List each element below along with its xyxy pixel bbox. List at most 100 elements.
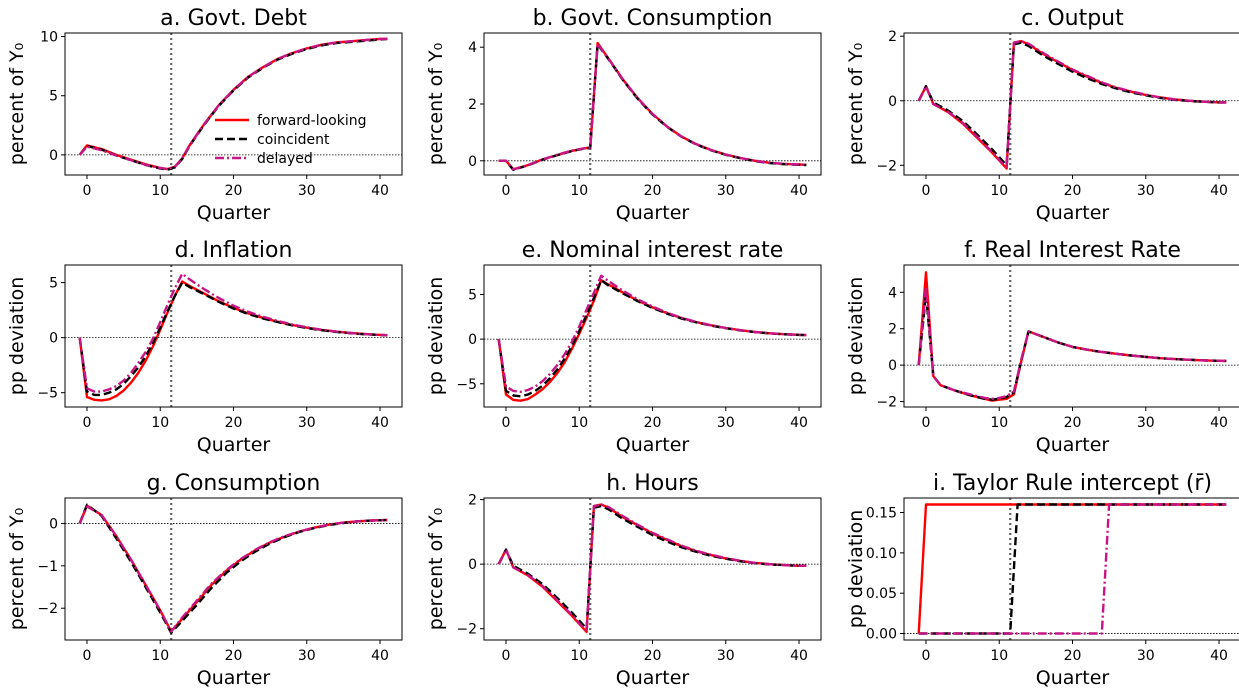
y-tick-label: 2 (888, 29, 897, 45)
x-tick-label: 0 (922, 183, 931, 199)
series-line-forward-looking (917, 39, 1227, 170)
panel-title: g. Consumption (147, 471, 321, 496)
y-axis-label: percent of Y₀ (6, 508, 28, 630)
y-axis-label: pp deviation (845, 510, 867, 628)
series-group (917, 503, 1227, 635)
y-tick-label: 0 (468, 557, 477, 573)
panel-3: 0 10 20 30 40 −2 0 2 c. Output Quarter percent of … (845, 6, 1239, 224)
x-tick-label: 10 (990, 415, 1008, 431)
x-tick-label: 20 (644, 415, 662, 431)
plot-frame (903, 497, 1239, 641)
y-tick-label: −2 (876, 395, 897, 411)
y-tick-label: −5 (37, 386, 58, 402)
y-tick-label: 2 (468, 97, 477, 113)
series-line-forward-looking (917, 503, 1227, 634)
panel-title: b. Govt. Consumption (533, 6, 773, 31)
y-tick-label: 0.10 (866, 546, 897, 562)
y-tick-label: 5 (468, 287, 477, 303)
plot-frame (64, 497, 403, 641)
y-axis-label: pp deviation (845, 277, 867, 395)
legend: forward-looking coincident delayed (215, 113, 367, 167)
panel-title: f. Real Interest Rate (964, 238, 1181, 263)
x-tick-label: 40 (1210, 415, 1228, 431)
series-line-coincident (78, 281, 388, 397)
x-axis-label: Quarter (197, 202, 271, 224)
series-group (498, 41, 807, 172)
x-axis-label: Quarter (616, 434, 690, 456)
y-tick-label: −2 (37, 601, 58, 617)
panel-8: 0 10 20 30 40 −2 0 2 h. Hours Quarter percent of Y… (425, 471, 822, 689)
y-tick-label: 10 (40, 30, 58, 46)
x-tick-label: 40 (371, 415, 389, 431)
y-tick-label: −2 (876, 158, 897, 174)
x-tick-label: 20 (225, 648, 243, 664)
x-tick-label: 40 (371, 183, 389, 199)
panel-7: 0 10 20 30 40 −2 −1 0 g. Consumption Quarter perce… (6, 471, 403, 689)
x-tick-label: 20 (1064, 648, 1082, 664)
x-tick-label: 10 (570, 415, 588, 431)
x-tick-label: 20 (644, 183, 662, 199)
y-tick-label: 4 (888, 285, 897, 301)
panel-1: 0 10 20 30 40 0 5 10 a. Govt. Debt Quarter percent… (6, 6, 403, 224)
x-tick-label: 0 (502, 415, 511, 431)
series-line-delayed (78, 37, 388, 171)
panel-2: 0 10 20 30 40 0 2 4 b. Govt. Consumption Quarter p… (425, 6, 822, 224)
series-line-delayed (498, 42, 807, 171)
x-tick-label: 10 (570, 648, 588, 664)
x-tick-label: 30 (1137, 183, 1155, 199)
y-tick-label: 0 (49, 148, 58, 164)
series-line-delayed (917, 285, 1227, 400)
x-tick-label: 0 (502, 183, 511, 199)
x-axis-label: Quarter (197, 667, 271, 689)
series-group (497, 274, 807, 402)
x-axis-label: Quarter (616, 202, 690, 224)
legend-label: coincident (257, 132, 330, 148)
y-axis-label: percent of Y₀ (425, 508, 447, 630)
y-tick-label: 5 (49, 276, 58, 292)
y-tick-label: 0 (888, 94, 897, 110)
panel-title: e. Nominal interest rate (522, 238, 784, 263)
x-tick-label: 20 (1064, 415, 1082, 431)
y-tick-label: 5 (49, 89, 58, 105)
panel-title: a. Govt. Debt (160, 6, 307, 31)
panel-title: c. Output (1021, 6, 1124, 31)
series-line-delayed (78, 505, 388, 633)
x-tick-label: 30 (717, 648, 735, 664)
y-axis-label: percent of Y₀ (425, 43, 447, 165)
series-group (497, 503, 807, 634)
x-tick-label: 40 (790, 415, 808, 431)
series-line-delayed (497, 503, 807, 633)
x-tick-label: 40 (1210, 183, 1228, 199)
x-axis-label: Quarter (197, 434, 271, 456)
series-line-coincident (78, 37, 388, 171)
x-axis-label: Quarter (1036, 202, 1110, 224)
panel-9: 0 10 20 30 40 0.00 0.05 0.10 0.15 i. Taylor Rule … (845, 471, 1239, 689)
x-tick-label: 20 (225, 183, 243, 199)
plot-frame (903, 32, 1239, 176)
x-tick-label: 0 (83, 183, 92, 199)
series-group (917, 271, 1227, 402)
y-tick-label: 0.15 (866, 506, 897, 522)
y-axis-label: percent of Y₀ (845, 43, 867, 165)
y-tick-label: 0 (49, 331, 58, 347)
panel-6: 0 10 20 30 40 −2 0 2 4 f. Real Interest Rate Quart… (845, 238, 1239, 456)
y-axis-label: pp deviation (425, 277, 447, 395)
series-line-forward-looking (917, 271, 1227, 402)
y-tick-label: 2 (468, 493, 477, 509)
x-tick-label: 40 (790, 648, 808, 664)
x-tick-label: 20 (225, 415, 243, 431)
panel-5: 0 10 20 30 40 −5 0 5 e. Nominal interest rate Qua… (425, 238, 822, 456)
y-tick-label: 0.05 (866, 586, 897, 602)
y-tick-label: 0 (468, 332, 477, 348)
panel-title: d. Inflation (175, 238, 293, 263)
plot-frame (903, 264, 1239, 408)
y-tick-label: 0.00 (866, 627, 897, 643)
x-tick-label: 40 (1210, 648, 1228, 664)
x-tick-label: 30 (717, 415, 735, 431)
x-axis-label: Quarter (1036, 434, 1110, 456)
x-tick-label: 0 (502, 648, 511, 664)
x-tick-label: 30 (298, 415, 316, 431)
x-axis-label: Quarter (1036, 667, 1110, 689)
panel-4: 0 10 20 30 40 −5 0 5 d. Inflation Quarter pp devia… (6, 238, 403, 456)
legend-label: forward-looking (257, 113, 367, 129)
